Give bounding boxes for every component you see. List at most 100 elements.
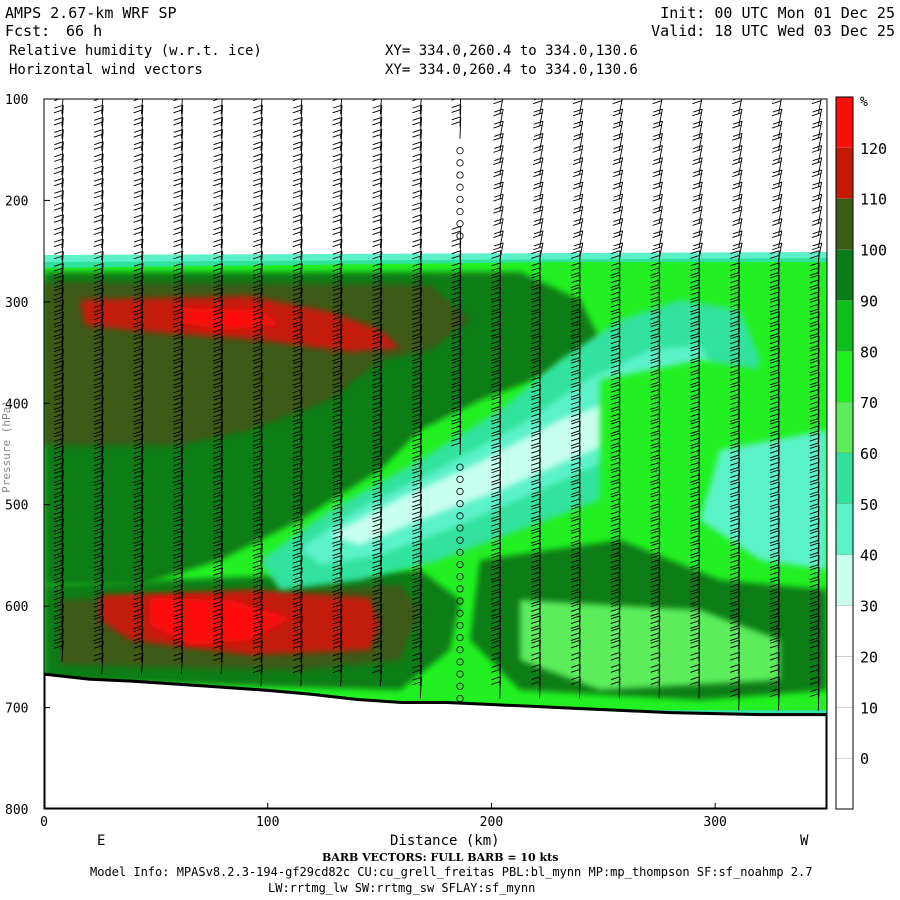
wind-barb [809,457,820,480]
wind-barb [133,603,144,626]
wind-barb [732,205,743,224]
wind-barb [252,506,263,529]
wind-barb [133,591,144,614]
wind-barb [692,157,703,176]
wind-barb [252,214,263,236]
wind-barb [771,218,783,237]
wind-barb [732,157,743,176]
colorbar-level-label: 30 [860,598,878,616]
wind-barb [732,145,743,163]
wind-barb [292,226,303,249]
wind-barb [292,214,303,236]
wind-barb [252,421,263,443]
wind-barb [213,129,224,151]
wind-barb [133,360,144,383]
wind-barb [372,250,383,273]
wind-barb [53,262,64,285]
wind-barb [372,494,383,516]
wind-barb [811,157,823,176]
wind-barb [411,518,423,541]
wind-barb [372,226,383,249]
wind-barb [292,129,303,151]
wind-barb [292,262,303,285]
wind-barb [652,132,663,151]
wind-barb [372,311,383,334]
wind-barb [610,396,621,419]
wind-barb [252,518,263,541]
wind-barb [252,445,263,468]
wind-barb [133,275,144,297]
wind-barb [93,104,104,127]
wind-barb [173,165,184,188]
wind-barb [332,275,343,297]
x-tick-label: 0 [40,815,48,830]
calm-wind-circle [456,560,464,569]
wind-barb [652,108,663,127]
wind-barb [93,372,104,395]
wind-barb [692,205,703,224]
wind-barb [332,433,343,456]
wind-barb [93,129,104,151]
wind-barb [292,518,303,541]
wind-barb [133,323,144,346]
wind-barb [411,482,423,504]
wind-barb [292,104,303,127]
wind-barb [252,202,263,224]
wind-barb [252,530,263,553]
wind-barb [690,554,701,577]
wind-barb [133,482,144,504]
wind-barb [372,579,383,602]
wind-barb [292,323,303,346]
wind-barb [53,506,64,529]
wind-barb [173,214,184,236]
wind-barb [93,579,104,602]
wind-barb [212,615,224,638]
wind-barb [332,628,343,650]
wind-barb [252,628,263,650]
wind-barb [53,579,64,602]
wind-barb [292,482,303,504]
wind-barb [411,335,423,358]
wind-barb [292,567,303,589]
wind-barb [172,603,184,626]
wind-barb [372,591,383,614]
wind-barb [133,165,144,188]
wind-barb [93,628,104,650]
wind-barb [133,433,144,456]
wind-barb [332,372,343,395]
wind-barb [372,421,383,443]
wind-barb [809,384,820,407]
wind-barb [93,311,104,334]
wind-barb [292,311,303,334]
wind-barb [493,218,504,237]
wind-barb [212,360,224,383]
wind-barb [172,384,184,407]
model-title: AMPS 2.67-km WRF SP [5,4,177,22]
wind-barb [133,189,144,212]
wind-barb [411,299,423,322]
wind-barb [652,181,663,200]
wind-barb [372,129,383,151]
wind-barb [173,177,184,200]
wind-barb [533,132,544,151]
wind-barb [572,218,584,237]
x-axis-label: Distance (km) [390,833,500,849]
wind-barb [332,518,343,541]
wind-barb [412,141,423,163]
rh-upper-bright-red [180,308,280,330]
wind-barb [212,348,224,370]
wind-barb [732,108,743,127]
wind-barb [732,132,743,151]
wind-barb [411,384,423,407]
wind-barb [93,603,104,626]
wind-barb [652,157,663,176]
wind-barb [451,116,462,139]
wind-barb [133,628,144,650]
wind-barb [292,141,303,163]
wind-barb [133,262,144,285]
wind-barb [133,542,144,565]
wind-barb [93,250,104,273]
wind-barb [411,603,423,626]
wind-barb [93,457,104,480]
wind-barb [332,603,343,626]
